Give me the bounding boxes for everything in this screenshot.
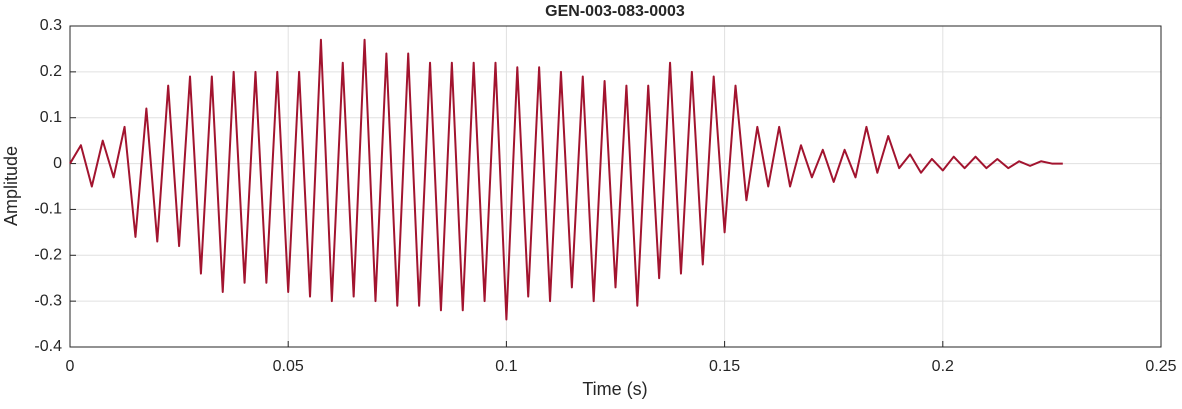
y-tick-label: 0.1 <box>40 109 62 126</box>
x-tick-label: 0.15 <box>709 358 740 375</box>
y-tick-label: 0.2 <box>40 63 62 80</box>
y-tick-label: -0.4 <box>34 338 62 355</box>
x-tick-label: 0.2 <box>932 358 954 375</box>
y-tick-label: -0.1 <box>34 201 62 218</box>
x-tick-label: 0.05 <box>273 358 304 375</box>
plot-area <box>70 26 1161 347</box>
axes-box <box>69 25 1162 348</box>
x-tick-label: 0.25 <box>1145 358 1176 375</box>
y-tick-label: 0 <box>53 155 62 172</box>
x-tick-label: 0 <box>66 358 75 375</box>
waveform-line <box>69 38 1063 321</box>
y-tick-label: -0.3 <box>34 292 62 309</box>
y-tick-label: -0.2 <box>34 247 62 264</box>
chart-title: GEN-003-083-0003 <box>545 3 685 20</box>
x-axis-label: Time (s) <box>582 379 647 399</box>
y-tick-label: 0.3 <box>40 17 62 34</box>
x-tick-label: 0.1 <box>495 358 517 375</box>
y-axis-label: Amplitude <box>1 146 21 226</box>
